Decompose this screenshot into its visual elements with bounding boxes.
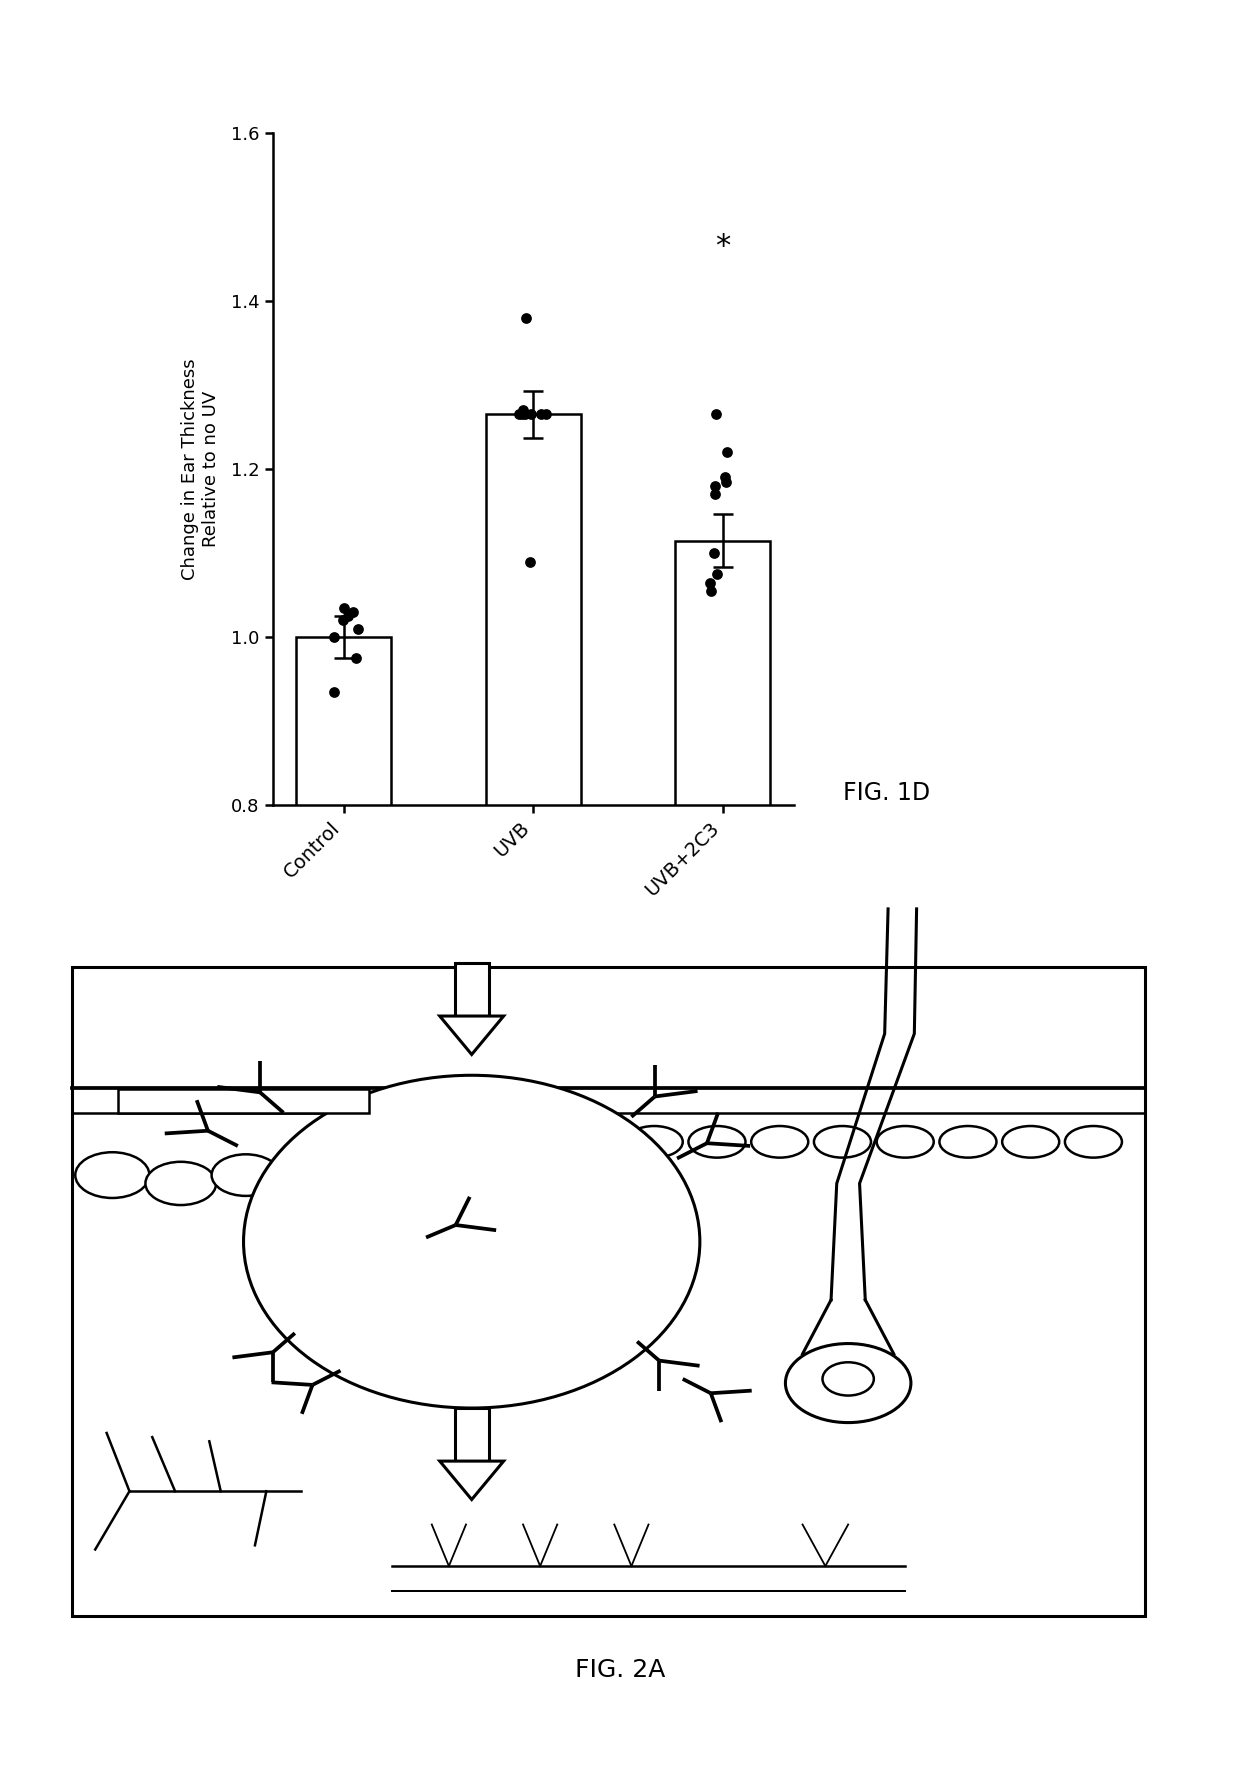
Point — [325, 678, 345, 706]
Point — [324, 623, 343, 651]
Point — [715, 467, 735, 496]
Point — [536, 400, 556, 428]
Ellipse shape — [940, 1126, 997, 1158]
Ellipse shape — [688, 1126, 745, 1158]
Point — [715, 464, 735, 492]
Ellipse shape — [279, 1159, 345, 1200]
Point — [702, 577, 722, 605]
Ellipse shape — [813, 1126, 870, 1158]
Text: *: * — [715, 232, 730, 260]
FancyBboxPatch shape — [455, 963, 489, 1016]
Point — [508, 400, 528, 428]
FancyBboxPatch shape — [455, 1409, 489, 1460]
Ellipse shape — [341, 1150, 409, 1191]
Point — [706, 480, 725, 508]
Ellipse shape — [76, 1152, 150, 1198]
Bar — [676, 540, 770, 1478]
Ellipse shape — [145, 1161, 216, 1205]
Point — [704, 471, 724, 499]
Circle shape — [243, 1074, 699, 1409]
Ellipse shape — [626, 1126, 683, 1158]
Point — [334, 605, 353, 634]
Point — [337, 602, 357, 630]
Ellipse shape — [877, 1126, 934, 1158]
Text: FIG. 2A: FIG. 2A — [575, 1658, 665, 1681]
Ellipse shape — [1065, 1126, 1122, 1158]
Point — [512, 396, 532, 425]
FancyBboxPatch shape — [72, 966, 1145, 1616]
Point — [516, 304, 536, 333]
Point — [348, 614, 368, 643]
Ellipse shape — [751, 1126, 808, 1158]
Ellipse shape — [1002, 1126, 1059, 1158]
Point — [707, 559, 727, 588]
Y-axis label: Change in Ear Thickness
Relative to no UV: Change in Ear Thickness Relative to no U… — [181, 358, 219, 581]
Polygon shape — [440, 1016, 503, 1055]
Point — [335, 593, 355, 621]
Point — [717, 437, 737, 466]
Bar — [486, 414, 580, 1478]
Point — [343, 598, 363, 627]
Point — [706, 400, 725, 428]
Polygon shape — [440, 1460, 503, 1499]
Point — [516, 400, 536, 428]
Text: FIG. 1D: FIG. 1D — [843, 781, 930, 805]
Point — [521, 400, 541, 428]
Ellipse shape — [212, 1154, 280, 1197]
Bar — [296, 637, 391, 1478]
Ellipse shape — [822, 1363, 874, 1395]
Point — [346, 644, 366, 673]
Point — [521, 547, 541, 575]
Point — [532, 400, 552, 428]
FancyBboxPatch shape — [118, 1089, 370, 1113]
Ellipse shape — [785, 1343, 911, 1423]
Point — [704, 538, 724, 566]
Point — [701, 568, 720, 596]
Point — [512, 400, 532, 428]
